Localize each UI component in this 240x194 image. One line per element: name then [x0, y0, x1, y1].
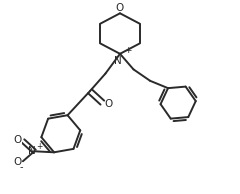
Text: O: O	[116, 3, 124, 13]
Text: -: -	[19, 162, 23, 172]
Text: O: O	[104, 99, 112, 109]
Text: O: O	[13, 157, 21, 167]
Text: N: N	[114, 56, 122, 66]
Text: N: N	[28, 146, 36, 156]
Text: O: O	[13, 135, 21, 145]
Text: +: +	[36, 142, 43, 151]
Text: +: +	[124, 46, 132, 55]
